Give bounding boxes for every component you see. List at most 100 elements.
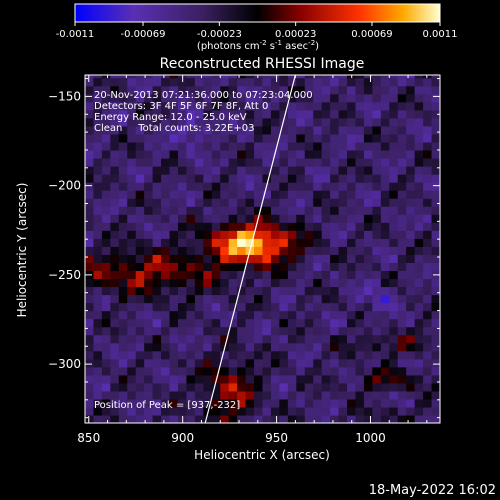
heatmap-cell — [347, 414, 357, 423]
heatmap-cell — [372, 350, 382, 360]
heatmap-cell — [161, 238, 171, 247]
heatmap-cell — [110, 390, 120, 400]
heatmap-cell — [321, 141, 331, 151]
heatmap-cell — [313, 302, 323, 312]
heatmap-cell — [220, 286, 230, 296]
heatmap-cell — [237, 390, 247, 400]
heatmap-cell — [347, 366, 357, 376]
heatmap-cell — [169, 125, 179, 135]
heatmap-cell — [177, 214, 188, 223]
heatmap-cell — [144, 182, 154, 191]
heatmap-cell — [152, 414, 162, 423]
heatmap-cell — [169, 149, 179, 159]
heatmap-cell — [186, 75, 196, 79]
heatmap-cell — [211, 230, 221, 239]
heatmap-cell — [321, 366, 331, 376]
heatmap-cell — [110, 406, 120, 416]
heatmap-cell — [237, 318, 247, 328]
heatmap-cell — [321, 390, 331, 400]
heatmap-cell — [389, 366, 399, 376]
heatmap-cell — [211, 342, 221, 352]
heatmap-cell — [380, 334, 390, 344]
heatmap-cell — [304, 350, 314, 360]
heatmap-cell — [363, 85, 373, 95]
heatmap-cell — [423, 133, 433, 143]
heatmap-cell — [237, 406, 247, 416]
heatmap-cell — [287, 262, 297, 272]
heatmap-cell — [279, 270, 289, 280]
heatmap-cell — [347, 206, 357, 215]
heatmap-cell — [397, 302, 407, 312]
heatmap-cell — [380, 190, 390, 199]
heatmap-cell — [93, 382, 103, 392]
heatmap-cell — [279, 166, 289, 175]
heatmap-cell — [110, 117, 120, 127]
heatmap-cell — [313, 166, 323, 175]
heatmap-cell — [338, 174, 348, 183]
heatmap-cell — [245, 141, 255, 151]
heatmap-cell — [414, 230, 424, 239]
heatmap-cell — [203, 166, 213, 175]
heatmap-cell — [85, 342, 95, 352]
heatmap-cell — [169, 358, 179, 368]
heatmap-cell — [228, 350, 238, 360]
heatmap-cell — [262, 358, 272, 368]
heatmap-cell — [304, 414, 314, 423]
heatmap-cell — [118, 254, 128, 263]
heatmap-cell — [414, 358, 424, 368]
heatmap-cell — [127, 326, 137, 336]
heatmap-cell — [372, 358, 382, 368]
heatmap-cell — [228, 206, 238, 215]
heatmap-cell — [118, 222, 128, 231]
heatmap-cell — [287, 302, 297, 312]
heatmap-cell — [270, 350, 281, 360]
heatmap-cell — [347, 125, 357, 135]
heatmap-cell — [93, 342, 103, 352]
heatmap-cell — [211, 133, 221, 143]
heatmap-cell — [406, 157, 416, 167]
heatmap-cell — [296, 254, 306, 263]
heatmap-cell — [127, 85, 137, 95]
heatmap-cell — [101, 278, 111, 288]
heatmap-cell — [152, 101, 162, 111]
heatmap-cell — [304, 342, 314, 352]
heatmap-cell — [279, 318, 289, 328]
heatmap-cell — [186, 358, 196, 368]
heatmap-cell — [169, 166, 179, 175]
heatmap-cell — [85, 382, 95, 392]
heatmap-cell — [93, 262, 103, 272]
heatmap-cell — [228, 230, 238, 239]
heatmap-cell — [355, 230, 365, 239]
heatmap-cell — [304, 302, 314, 312]
heatmap-cell — [169, 109, 179, 119]
heatmap-cell — [93, 93, 103, 103]
colorbar-ticks: -0.0011 -0.00069 -0.00023 0.00023 0.00069 0.0… — [56, 22, 458, 40]
heatmap-cell — [389, 85, 399, 95]
heatmap-cell — [347, 166, 357, 175]
heatmap-cell — [262, 326, 272, 336]
heatmap-cell — [414, 246, 424, 255]
heatmap-cell — [287, 342, 297, 352]
heatmap-cell — [237, 334, 247, 344]
heatmap-cell — [423, 109, 433, 119]
heatmap-cell — [279, 190, 289, 199]
heatmap-cell — [194, 382, 204, 392]
heatmap-cell — [228, 117, 238, 127]
heatmap-cell — [203, 109, 213, 119]
heatmap-cell — [338, 318, 348, 328]
heatmap-cell — [431, 326, 440, 336]
heatmap-cell — [296, 246, 306, 255]
heatmap-cell — [93, 270, 103, 280]
heatmap-cell — [313, 398, 323, 408]
heatmap-cell — [338, 302, 348, 312]
heatmap-cell — [186, 382, 196, 392]
heatmap-cell — [211, 406, 221, 416]
heatmap-cell — [152, 174, 162, 183]
heatmap-cell — [296, 414, 306, 423]
heatmap-cell — [355, 406, 365, 416]
heatmap-cell — [262, 414, 272, 423]
heatmap-cell — [161, 302, 171, 312]
heatmap-cell — [93, 206, 103, 215]
heatmap-cell — [372, 117, 382, 127]
heatmap-cell — [186, 222, 196, 231]
